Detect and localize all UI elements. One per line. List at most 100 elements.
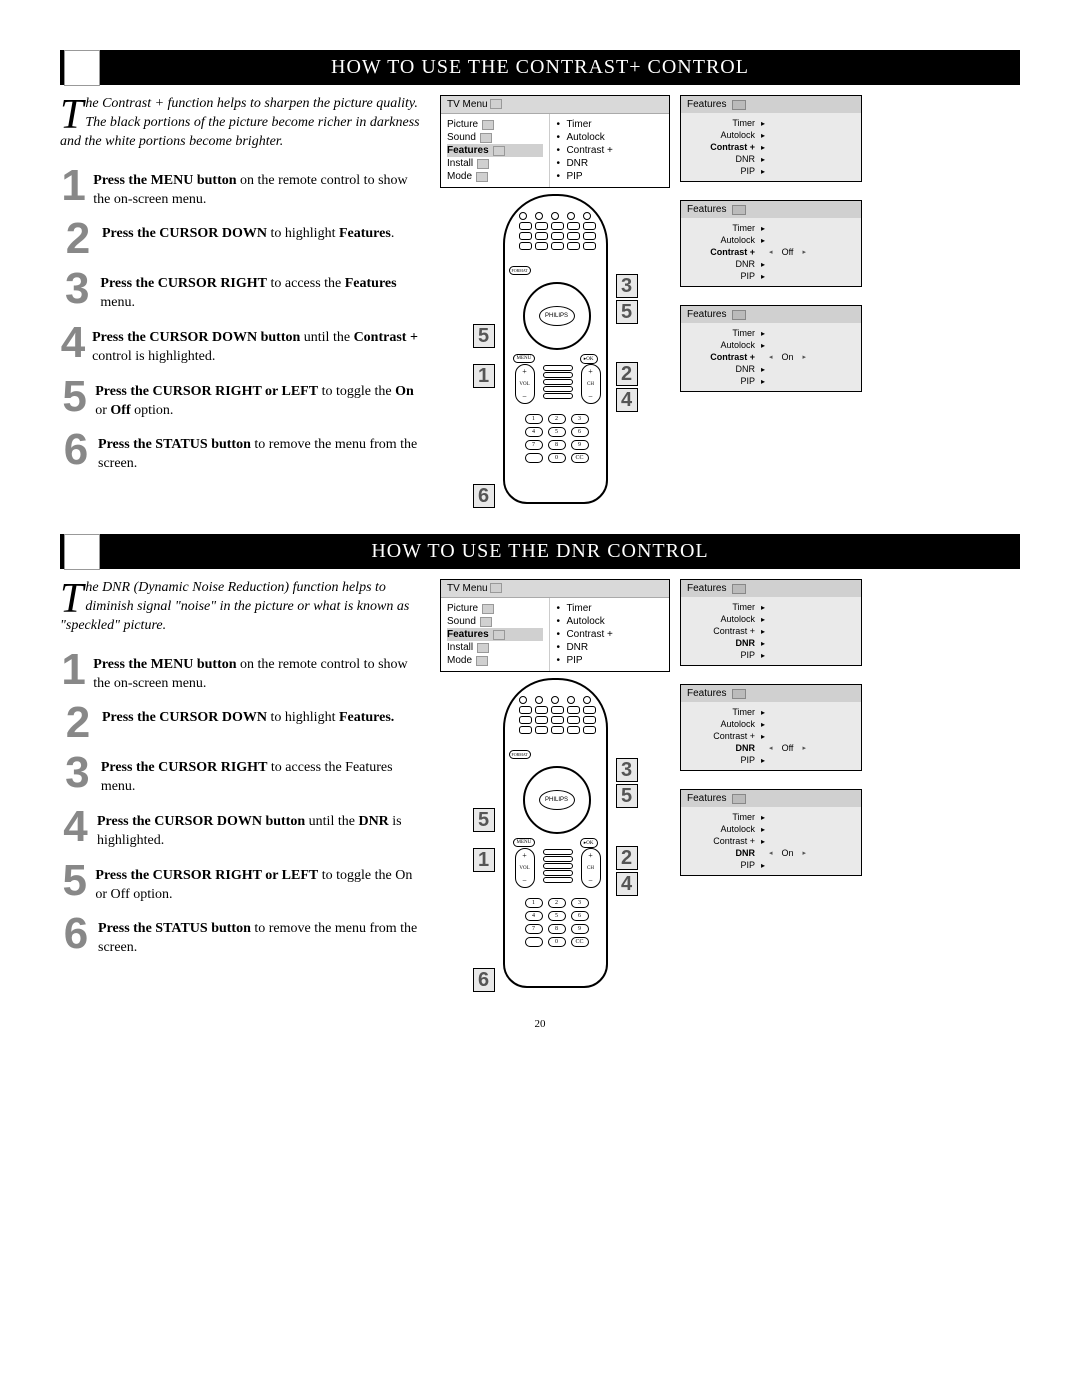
tv-submenu-item: •Contrast + — [556, 144, 663, 157]
step-number: 5 — [60, 377, 89, 421]
feature-row: Contrast +▸ — [681, 625, 861, 637]
feature-row: Autolock▸ — [681, 339, 861, 351]
step-number: 4 — [60, 323, 86, 367]
feature-row: PIP▸ — [681, 270, 861, 282]
section-title: ✎ HOW TO USE THE DNR CONTROL — [60, 534, 1020, 569]
diagram-column: TV Menu PictureSoundFeaturesInstallMode•… — [440, 579, 1020, 988]
step-3: 3 Press the CURSOR RIGHT to access the F… — [60, 753, 420, 797]
tv-submenu-item: •Contrast + — [556, 628, 663, 641]
tv-menu-item: Picture — [447, 118, 543, 131]
feature-row: DNR▸ — [681, 363, 861, 375]
feature-row: DNR▸ — [681, 258, 861, 270]
tv-menu: TV Menu PictureSoundFeaturesInstallMode•… — [440, 579, 670, 672]
step-4: 4 Press the CURSOR DOWN button until the… — [60, 323, 420, 367]
callout-1: 1 — [473, 848, 495, 872]
section-2: ✎ HOW TO USE THE DNR CONTROL The DNR (Dy… — [60, 534, 1020, 988]
tv-menu: TV Menu PictureSoundFeaturesInstallMode•… — [440, 95, 670, 188]
remote-illustration: FORMAT PHILIPS MENU ▸OK +VOL− +CH− 12345… — [503, 194, 608, 504]
feature-row: DNR◂Off▸ — [681, 742, 861, 754]
page-number: 20 — [60, 1018, 1020, 1030]
feature-row: Autolock▸ — [681, 129, 861, 141]
callout-5: 5 — [616, 300, 638, 324]
feature-row: Contrast +▸ — [681, 730, 861, 742]
feature-row: Timer▸ — [681, 706, 861, 718]
step-text: Press the STATUS button to remove the me… — [98, 430, 420, 474]
step-text: Press the CURSOR RIGHT to access the Fea… — [100, 269, 420, 313]
features-panel-title: Features — [681, 685, 861, 702]
step-number: 6 — [60, 430, 92, 474]
tv-menu-item: Features — [447, 628, 543, 641]
step-text: Press the CURSOR DOWN to highlight Featu… — [102, 703, 394, 743]
step-4: 4 Press the CURSOR DOWN button until the… — [60, 807, 420, 851]
instructions-column: The DNR (Dynamic Noise Reduction) functi… — [60, 579, 420, 988]
callout-5: 5 — [616, 784, 638, 808]
callout-4: 4 — [616, 872, 638, 896]
feature-row: PIP▸ — [681, 375, 861, 387]
tv-submenu-item: •DNR — [556, 157, 663, 170]
tv-menu-item: Mode — [447, 170, 543, 183]
intro-text: The Contrast + function helps to sharpen… — [60, 95, 420, 152]
tv-menu-item: Features — [447, 144, 543, 157]
step-number: 2 — [60, 703, 96, 743]
feature-row: Timer▸ — [681, 117, 861, 129]
tv-menu-title: TV Menu — [441, 96, 669, 114]
step-number: 2 — [60, 219, 96, 259]
tv-menu-item: Install — [447, 157, 543, 170]
feature-row: Contrast +◂Off▸ — [681, 246, 861, 258]
features-panel-title: Features — [681, 96, 861, 113]
features-panel: Features Timer▸ Autolock▸ Contrast +▸ DN… — [680, 579, 862, 666]
features-panel-title: Features — [681, 790, 861, 807]
feature-row: Contrast +▸ — [681, 835, 861, 847]
callout-1: 1 — [473, 364, 495, 388]
step-2: 2 Press the CURSOR DOWN to highlight Fea… — [60, 703, 420, 743]
features-panel: Features Timer▸ Autolock▸ Contrast +▸ DN… — [680, 789, 862, 876]
tv-submenu-item: •PIP — [556, 654, 663, 667]
feature-row: Autolock▸ — [681, 718, 861, 730]
step-text: Press the CURSOR DOWN to highlight Featu… — [102, 219, 394, 259]
callout-2: 2 — [616, 362, 638, 386]
feature-row: Autolock▸ — [681, 234, 861, 246]
callout-6: 6 — [473, 484, 495, 508]
section-title: ✎ HOW TO USE THE CONTRAST+ CONTROL — [60, 50, 1020, 85]
step-6: 6 Press the STATUS button to remove the … — [60, 914, 420, 958]
step-number: 5 — [60, 861, 89, 905]
step-text: Press the CURSOR DOWN button until the C… — [92, 323, 420, 367]
step-number: 3 — [60, 753, 95, 797]
step-text: Press the CURSOR RIGHT or LEFT to toggle… — [95, 861, 420, 905]
step-5: 5 Press the CURSOR RIGHT or LEFT to togg… — [60, 861, 420, 905]
step-1: 1 Press the MENU button on the remote co… — [60, 650, 420, 694]
feature-row: PIP▸ — [681, 859, 861, 871]
step-number: 3 — [60, 269, 94, 313]
feature-row: Contrast +▸ — [681, 141, 861, 153]
features-panel: Features Timer▸ Autolock▸ Contrast +▸ DN… — [680, 95, 862, 182]
tv-menu-item: Sound — [447, 615, 543, 628]
note-icon: ✎ — [64, 50, 100, 86]
step-text: Press the CURSOR DOWN button until the D… — [97, 807, 420, 851]
feature-row: DNR▸ — [681, 153, 861, 165]
tv-menu-item: Picture — [447, 602, 543, 615]
feature-row: DNR◂On▸ — [681, 847, 861, 859]
tv-submenu-item: •DNR — [556, 641, 663, 654]
tv-submenu-item: •Autolock — [556, 131, 663, 144]
feature-row: Timer▸ — [681, 222, 861, 234]
callout-2: 2 — [616, 846, 638, 870]
step-5: 5 Press the CURSOR RIGHT or LEFT to togg… — [60, 377, 420, 421]
features-panel: Features Timer▸ Autolock▸ Contrast +▸ DN… — [680, 684, 862, 771]
step-number: 4 — [60, 807, 91, 851]
step-2: 2 Press the CURSOR DOWN to highlight Fea… — [60, 219, 420, 259]
tv-menu-item: Install — [447, 641, 543, 654]
tv-submenu-item: •Autolock — [556, 615, 663, 628]
feature-row: PIP▸ — [681, 754, 861, 766]
step-number: 1 — [60, 166, 87, 210]
diagram-column: TV Menu PictureSoundFeaturesInstallMode•… — [440, 95, 1020, 504]
section-1: ✎ HOW TO USE THE CONTRAST+ CONTROL The C… — [60, 50, 1020, 504]
feature-row: Autolock▸ — [681, 613, 861, 625]
step-text: Press the CURSOR RIGHT or LEFT to toggle… — [95, 377, 420, 421]
feature-row: PIP▸ — [681, 165, 861, 177]
note-icon: ✎ — [64, 534, 100, 570]
feature-row: DNR▸ — [681, 637, 861, 649]
tv-menu-item: Mode — [447, 654, 543, 667]
step-6: 6 Press the STATUS button to remove the … — [60, 430, 420, 474]
step-text: Press the MENU button on the remote cont… — [93, 650, 420, 694]
callout-5: 5 — [473, 324, 495, 348]
